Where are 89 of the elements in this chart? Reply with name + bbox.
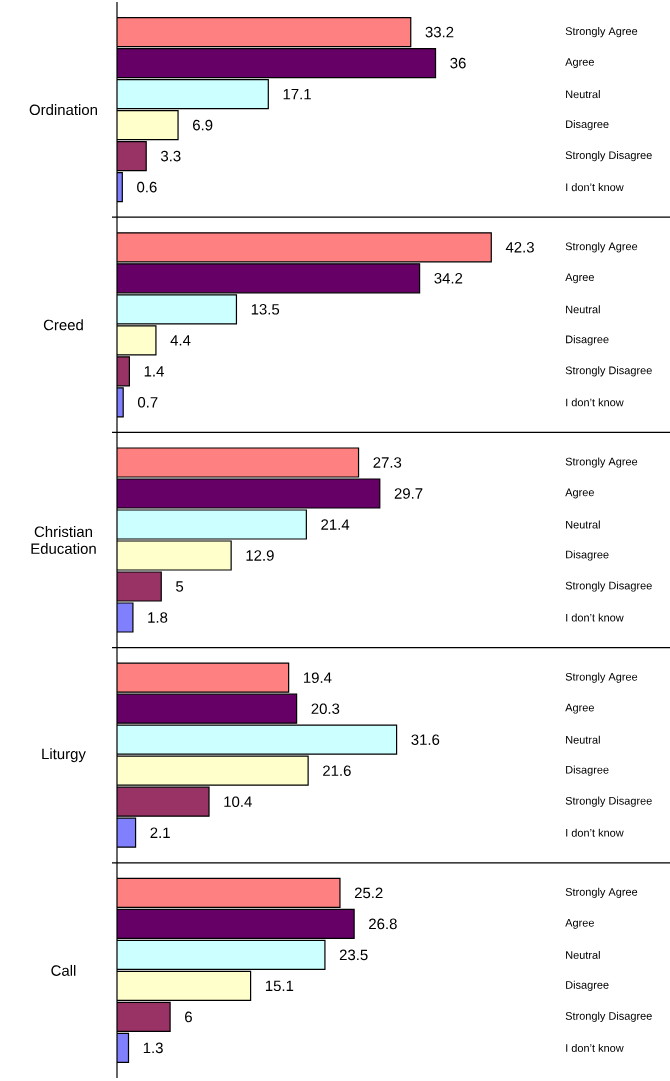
bar [117,325,157,356]
data-label: 6 [185,1011,192,1023]
data-label: 26.8 [369,918,397,930]
bar [117,263,421,294]
y-tick-label: Creed [43,319,83,331]
data-label: 10.4 [224,796,252,807]
text: Strongly Agree [565,672,638,683]
text: Neutral [566,520,600,529]
bar [117,693,298,724]
text: Disagree [566,980,609,991]
bar [117,141,147,172]
data-label: 15.1 [265,980,294,992]
text: Agree [565,919,594,929]
bar [117,571,162,602]
text: I don’t know [566,183,624,192]
bar [117,509,307,540]
bar [117,724,398,755]
data-label: 1.4 [144,366,164,377]
data-label: 29.7 [394,488,423,499]
text: I don’t know [566,613,624,622]
data-label: 21.6 [323,765,351,776]
text: I don’t know [566,1043,624,1052]
bar [117,786,210,817]
text: Disagree [566,765,609,776]
text: Strongly Agree [565,242,638,253]
data-label: 0.6 [137,181,157,193]
data-label: 17.1 [283,88,311,100]
bar [117,540,232,571]
data-label: 5 [176,581,184,592]
bar [117,662,290,693]
text: Strongly Agree [565,887,638,898]
data-label: 6.9 [193,119,213,131]
bar [117,232,492,263]
y-tick-label: Ordination [29,104,97,116]
y-tick-label: Christian Education [31,526,96,554]
data-label: 19.4 [303,672,332,683]
data-label: 36 [450,57,466,69]
data-label: 23.5 [339,949,368,961]
text: Agree [565,58,594,68]
text: I don’t know [566,398,624,407]
data-label: 25.2 [354,887,383,899]
y-tick-label: Call [51,964,76,976]
bar [117,970,252,1001]
data-label: 42.3 [505,242,534,253]
text: Agree [565,273,594,284]
text: Strongly Agree [565,457,638,468]
data-label: 13.5 [251,304,280,315]
data-label: 27.3 [373,457,402,468]
bar [117,478,381,509]
data-label: 34.2 [434,273,463,284]
data-label: 3.3 [160,150,181,162]
text: Strongly Disagree [565,796,652,807]
text: Neutral [566,735,600,744]
data-label: 1.3 [143,1042,163,1054]
text: Strongly Disagree [565,151,652,162]
bar [117,877,341,908]
data-label: 31.6 [411,734,440,745]
bar [117,79,269,110]
text: Strongly Disagree [565,581,652,592]
data-label: 20.3 [311,703,340,714]
text: Strongly Agree [565,27,638,38]
data-label: 12.9 [246,550,274,561]
text: Disagree [566,120,609,131]
bar [117,48,437,79]
text: Disagree [566,550,609,561]
bar [117,294,238,325]
text: Strongly Disagree [565,1011,652,1022]
bar [117,755,309,786]
data-label: 21.4 [321,519,350,530]
bar [117,1001,171,1032]
bar [117,447,360,478]
text: Strongly Disagree [565,366,652,377]
y-tick-label: Liturgy [42,748,86,763]
bar [117,939,326,970]
data-label: 33.2 [425,26,454,38]
data-label: 2.1 [150,827,170,838]
text: Agree [565,703,594,714]
text: Agree [565,488,594,499]
text: Neutral [566,950,600,959]
data-label: 4.4 [170,335,191,346]
data-label: 0.7 [137,397,158,408]
text: Neutral [566,90,600,99]
bar [117,908,355,939]
text: I don’t know [566,828,624,837]
bar [117,110,179,141]
text: Disagree [566,335,609,346]
text: Neutral [566,305,600,314]
bar [117,17,412,48]
data-label: 1.8 [148,612,168,623]
